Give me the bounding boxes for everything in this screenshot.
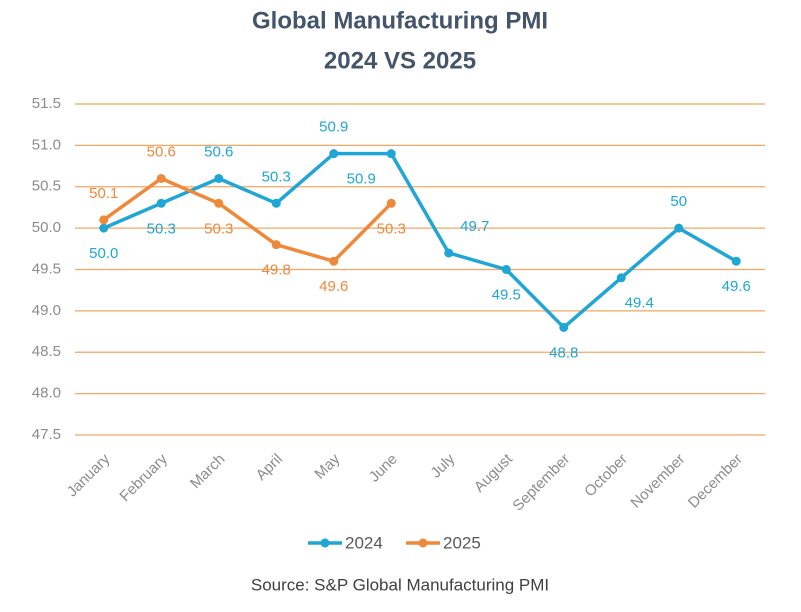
data-label: 50.6: [147, 143, 176, 160]
x-tick-label: July: [427, 450, 458, 481]
data-label: 49.7: [460, 218, 489, 235]
data-point: [329, 149, 339, 159]
legend-label: 2024: [345, 533, 383, 552]
data-point: [99, 223, 109, 233]
data-label: 50.3: [262, 168, 291, 185]
chart-title: Global Manufacturing PMI: [252, 7, 548, 34]
y-tick-label: 49.5: [32, 260, 61, 277]
data-point: [559, 322, 569, 332]
data-label: 50.9: [347, 171, 376, 188]
data-point: [386, 149, 396, 159]
data-label: 50.3: [147, 220, 176, 237]
chart-subtitle: 2024 VS 2025: [324, 47, 476, 74]
legend-marker: [418, 538, 428, 548]
y-tick-label: 47.5: [32, 426, 61, 443]
x-tick-label: March: [187, 451, 228, 492]
legend-marker: [320, 538, 330, 548]
data-point: [271, 240, 281, 250]
data-label: 50.9: [319, 119, 348, 136]
x-tick-label: November: [627, 451, 688, 512]
x-tick-label: September: [509, 451, 573, 515]
data-point: [214, 198, 224, 208]
y-tick-label: 49.0: [32, 302, 61, 319]
data-label: 50.6: [204, 143, 233, 160]
data-point: [501, 265, 511, 274]
x-tick-label: May: [311, 450, 343, 482]
data-label: 49.8: [262, 262, 291, 279]
data-label: 49.6: [319, 278, 348, 295]
data-label: 50.1: [89, 185, 118, 202]
data-label: 50.0: [89, 245, 118, 262]
data-label: 49.5: [492, 286, 521, 303]
data-label: 50.3: [204, 220, 233, 237]
series-line: [102, 176, 393, 263]
x-tick-label: August: [471, 450, 517, 496]
legend-label: 2025: [443, 533, 481, 552]
data-label: 49.4: [625, 295, 654, 312]
data-point: [329, 256, 339, 266]
data-point: [731, 256, 741, 266]
data-point: [214, 173, 224, 183]
series-line: [103, 151, 738, 330]
data-label: 48.8: [549, 344, 578, 361]
data-point: [444, 248, 454, 258]
y-tick-label: 50.5: [32, 178, 61, 195]
x-tick-label: October: [581, 451, 631, 501]
data-point: [156, 173, 166, 183]
y-tick-label: 51.0: [32, 136, 61, 153]
data-point: [386, 198, 396, 208]
x-tick-label: June: [366, 451, 401, 486]
data-label: 49.6: [722, 278, 751, 295]
source-note: Source: S&P Global Manufacturing PMI: [251, 575, 549, 594]
y-tick-label: 51.5: [32, 95, 61, 112]
data-point: [156, 198, 166, 208]
data-label: 50: [670, 193, 687, 210]
x-tick-label: February: [116, 450, 171, 505]
data-point: [271, 198, 281, 208]
data-point: [674, 223, 684, 233]
x-tick-label: December: [685, 451, 746, 512]
data-point: [616, 273, 626, 283]
data-label: 50.3: [377, 220, 406, 237]
y-tick-label: 50.0: [32, 219, 61, 236]
data-point: [99, 215, 109, 225]
y-tick-label: 48.5: [32, 343, 61, 360]
x-tick-label: April: [253, 451, 286, 484]
y-tick-label: 48.0: [32, 385, 61, 402]
x-tick-label: January: [64, 450, 114, 500]
